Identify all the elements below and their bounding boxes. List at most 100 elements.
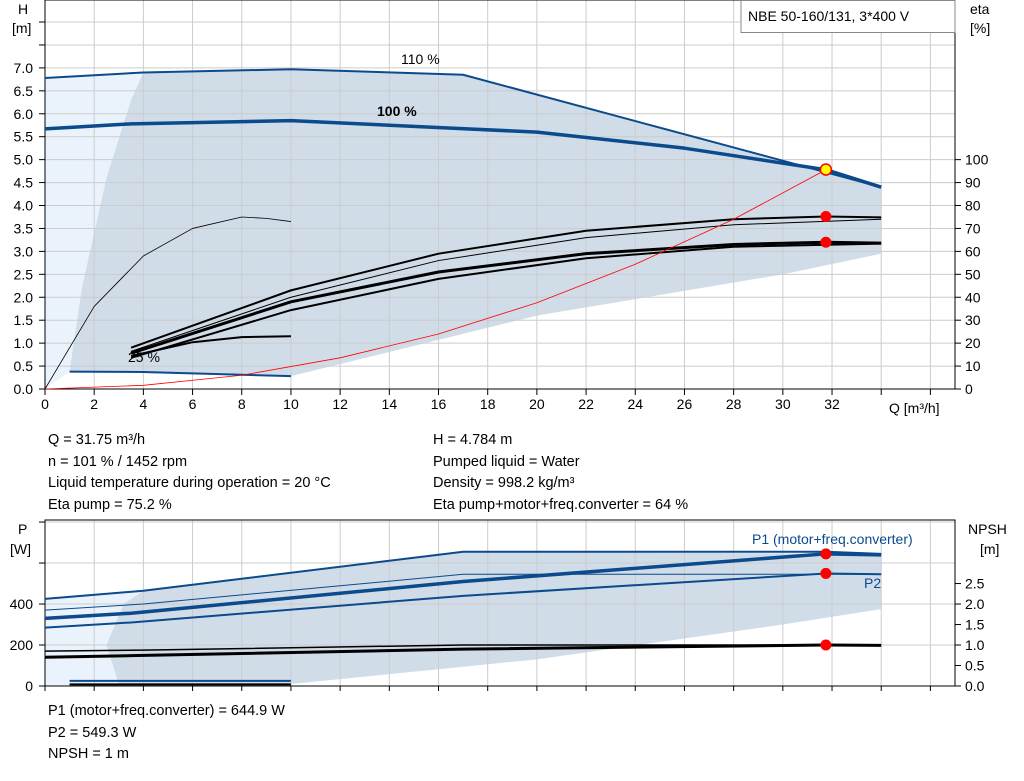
y-tick-label: 6.0 [14,106,34,122]
y-tick-label: 0.5 [14,358,34,374]
x-tick-label: 16 [431,396,447,412]
annotation-p1: P1 (motor+freq.converter) [752,531,913,547]
annotation-110: 110 % [401,51,440,67]
y2-tick-label: 0.5 [965,658,985,674]
info-temp: Liquid temperature during operation = 20… [48,475,331,491]
y2-tick-label: 40 [965,289,981,305]
info-bottom: P1 (motor+freq.converter) = 644.9 W P2 =… [48,701,285,766]
info-right: H = 4.784 m Pumped liquid = Water Densit… [433,430,688,516]
y-tick-label: 4.5 [14,175,34,191]
area-operating [106,551,882,684]
info-eta-total: Eta pump+motor+freq.converter = 64 % [433,496,689,513]
y2-tick-label: 20 [965,335,981,351]
x-tick-label: 2 [90,396,98,412]
x-tick-label: 24 [627,396,643,412]
y-tick-label: 0 [25,678,33,694]
y2-tick-label: 30 [965,312,981,328]
y2-axis-unit: [%] [970,20,990,36]
y2-tick-label: 70 [965,220,981,236]
info-npsh: NPSH = 1 m [48,746,129,762]
y-tick-label: 1.0 [14,335,34,351]
x-tick-label: 14 [382,396,398,412]
x-tick-label: 30 [775,396,791,412]
y-tick-label: 6.5 [14,83,34,99]
annotation-25: 25 % [128,349,160,365]
y-tick-label: 1.5 [14,312,34,328]
info-p2: P2 = 549.3 W [48,724,137,741]
area-operating [69,69,882,377]
series-eta_thin [130,218,882,352]
info-density: Density = 998.2 kg/m³ [433,475,575,491]
series-p1_100 [44,552,882,621]
y2-tick-label: 2.5 [965,576,985,592]
y2-tick-label: 60 [965,243,981,259]
y-tick-label: 7.0 [14,60,34,76]
title-box-text: NBE 50-160/131, 3*400 V [748,8,910,24]
y2-tick-label: 90 [965,175,981,191]
operating-point [819,163,833,176]
x-tick-label: 18 [480,396,496,412]
x-tick-label: 22 [578,396,594,412]
y-tick-label: 3.0 [14,243,34,259]
y2-tick-label: 2.0 [965,596,985,612]
plot-frame [44,0,956,390]
annotation-p2: P2 [864,575,881,591]
series-eta_low [130,242,882,359]
operating-point [820,211,832,223]
p-axis-label: P [18,521,27,537]
y2-tick-label: 100 [965,152,989,168]
series-npsh_100 [44,643,882,659]
info-n: n = 101 % / 1452 rpm [48,453,188,470]
operating-point [820,567,832,579]
x-tick-label: 28 [726,396,742,412]
y-axis-unit: [m] [12,20,31,36]
x-tick-label: 20 [529,396,545,412]
y2-tick-label: 1.0 [965,637,985,653]
series-h110 [44,68,882,189]
series-npsh_110 [44,644,882,652]
x-tick-label: 12 [332,396,348,412]
y2-axis-label: eta [970,1,990,17]
npsh-axis-unit: [m] [980,541,999,557]
x-tick-label: 32 [824,396,840,412]
y-tick-label: 2.5 [14,266,34,282]
y2-tick-label: 0.0 [965,678,985,694]
y-tick-label: 4.0 [14,198,34,214]
info-h: H = 4.784 m [433,432,513,448]
y2-tick-label: 1.5 [965,617,985,633]
y-tick-label: 200 [10,637,34,653]
info-liquid: Pumped liquid = Water [433,453,580,470]
y2-tick-label: 80 [965,198,981,214]
series-p2_110 [44,573,882,611]
y2-tick-label: 0 [965,381,973,397]
series-eta_small [130,335,291,357]
x-tick-label: 8 [238,396,246,412]
y-tick-label: 0.0 [14,381,34,397]
series-h25 [69,370,291,378]
plot-frame [44,519,956,687]
y-tick-label: 2.0 [14,289,34,305]
annotation-100: 100 % [377,103,417,119]
y-tick-label: 3.5 [14,220,34,236]
operating-point [820,548,832,560]
series-system_curve [44,169,827,390]
x-axis-label: Q [m³/h] [889,400,940,416]
y2-tick-label: 50 [965,266,981,282]
x-tick-label: 26 [677,396,693,412]
info-eta-pump: Eta pump = 75.2 % [48,496,172,513]
y-tick-label: 400 [10,596,34,612]
operating-point [820,639,832,651]
series-eta_arc [44,216,291,390]
info-p1: P1 (motor+freq.converter) = 644.9 W [48,703,285,719]
info-left: Q = 31.75 m³/h n = 101 % / 1452 rpm Liqu… [48,430,331,516]
p-axis-unit: [W] [10,541,31,557]
y-tick-label: 5.0 [14,152,34,168]
x-tick-label: 6 [189,396,197,412]
y-tick-label: 5.5 [14,129,34,145]
npsh-axis-label: NPSH [968,521,1007,537]
y-axis-label: H [18,1,28,17]
title-box [740,0,956,33]
info-q: Q = 31.75 m³/h [48,432,146,448]
x-tick-label: 10 [283,396,299,412]
